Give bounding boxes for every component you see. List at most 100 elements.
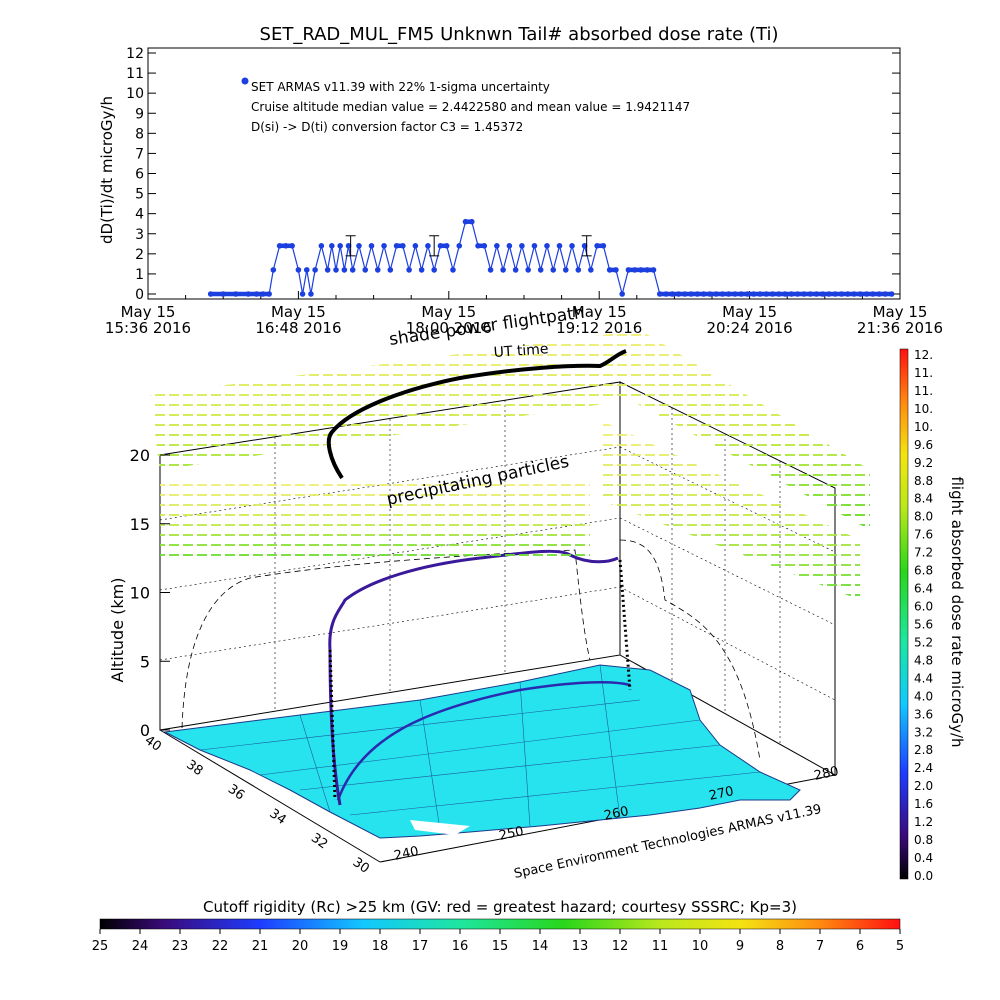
data-point [506,243,513,249]
data-point [519,243,525,249]
x-tick-label-date: May 15 [572,303,627,321]
data-point [550,267,557,273]
latitude-tick-label: 30 [350,855,372,877]
data-point [431,267,437,273]
rigidity-colorbar-tick-label: 22 [212,939,229,954]
latitude-tick-label: 34 [267,806,289,828]
dose-colorbar-tick-label: 6.8 [914,564,933,578]
data-point [575,267,582,273]
legend-label: SET ARMAS v11.39 with 22% 1-sigma uncert… [251,80,550,94]
altitude-tick-label: 5 [140,652,150,671]
x-tick-label-date: May 15 [121,303,176,321]
longitude-tick-label: 240 [393,844,420,864]
latitude-tick-label: 38 [183,757,205,779]
dose-colorbar-tick-label: 8.0 [914,510,933,524]
data-point [456,243,463,249]
dose-colorbar-tick-label: 9.6 [914,438,933,452]
dose-colorbar-tick-label: 8.8 [914,474,933,488]
x-tick-label-date: May 15 [271,303,326,321]
annotation-conversion: D(si) -> D(ti) conversion factor C3 = 1.… [251,120,523,134]
data-point [374,267,381,273]
dose-colorbar-tick-label: 0.8 [914,833,933,847]
data-point [412,243,419,249]
rigidity-colorbar-tick-label: 8 [776,939,784,954]
x-tick-label-date: May 15 [722,303,777,321]
altitude-tick-label: 15 [130,515,150,534]
longitude-axis: 240 250 260 270 280 [393,764,840,864]
data-point [329,243,335,249]
data-point [544,243,550,249]
rigidity-colorbar-tick-label: 17 [412,939,429,954]
overlay-ut-time: UT time [493,341,549,361]
data-point [337,243,343,249]
data-point [537,267,544,273]
rigidity-colorbar-tick-label: 6 [856,939,864,954]
dose-colorbar-tick-label: 2.8 [914,743,933,757]
rigidity-colorbar-tick-label: 23 [172,939,189,954]
y-tick-label: 0 [135,287,144,303]
altitude-tick-label: 20 [130,446,150,465]
dose-colorbar-tick-label: 8.4 [914,492,933,506]
dose-colorbar-tick-label: 2.0 [914,779,933,793]
dose-colorbar-tick-label: 5.6 [914,617,933,631]
data-point [588,267,594,273]
dose-colorbar-tick-label: 7.2 [914,546,933,560]
y-tick-label: 10 [126,86,144,102]
longitude-tick-label: 260 [603,804,630,824]
rigidity-colorbar-tick-label: 15 [492,939,509,954]
series-line [210,221,892,297]
rigidity-colorbar-tick-label: 21 [252,939,269,954]
data-point [500,267,506,273]
rigidity-colorbar-tick-label: 25 [92,939,109,954]
x-tick-label-time: 20:24 2016 [707,319,793,337]
data-point [425,243,431,249]
y-tick-label: 6 [135,167,144,183]
chart-title: SET_RAD_MUL_FM5 Unknwn Tail# absorbed do… [260,24,779,45]
altitude-axis: 0 5 10 15 20 [130,446,170,740]
shade-flightpath [326,349,627,480]
data-point [525,267,531,273]
dose-colorbar-label: flight absorbed dose rate microGy/h [948,476,966,747]
rigidity-colorbar-tick-label: 13 [572,939,589,954]
top-y-axis-label: dD(Ti)/dt microGy/h [98,96,116,244]
rigidity-colorbar-title: Cutoff rigidity (Rc) >25 km (GV: red = g… [203,898,797,916]
altitude-3d-scene: shade power flightpath UT time precipita… [108,303,870,882]
x-tick-label-date: May 15 [421,303,476,321]
dose-colorbar-tick-label: 3.2 [914,725,933,739]
dose-colorbar-tick-label: 0.4 [914,851,933,865]
projection-right-wall [619,539,761,761]
data-point [531,243,538,249]
data-point [368,243,375,249]
flightpath-vertical-drop [618,559,632,691]
dose-colorbar-tick-label: 9.2 [914,456,933,470]
data-point [299,291,306,297]
dose-colorbar-tick-label: 11. [914,384,933,398]
dose-colorbar-tick-label: 11. [914,366,933,380]
y-tick-label: 8 [135,126,144,142]
particle-layer [150,330,870,530]
data-point [362,267,369,273]
ground-track [336,681,631,801]
data-point [318,243,325,249]
dose-colorbar-ticks: 12. 11. 11. 10. 10. 9.6 9.2 8.8 8.4 8.0 7.6 7.2 6.8 6… [914,348,933,883]
x-tick-label-time: 19:12 2016 [556,319,642,337]
dose-colorbar-tick-label: 4.8 [914,653,933,667]
data-point [295,267,302,273]
dose-colorbar-tick-label: 6.4 [914,582,933,596]
y-tick-label: 3 [135,227,144,243]
rigidity-colorbar-tick-label: 10 [692,939,709,954]
dose-colorbar-tick-label: 10. [914,420,933,434]
ground-map [163,664,801,839]
data-point [619,291,625,297]
data-point [556,243,563,249]
rigidity-colorbar-tick-label: 7 [816,939,824,954]
dose-colorbar-tick-label: 1.2 [914,815,933,829]
dose-colorbar-tick-label: 4.0 [914,689,933,703]
data-point [303,267,310,273]
dose-colorbar-tick-label: 3.6 [914,707,933,721]
dose-colorbar: 12. 11. 11. 10. 10. 9.6 9.2 8.8 8.4 8.0 7.6 7.2 6.8 6… [899,348,966,883]
data-point [345,243,352,249]
data-point [494,243,500,249]
data-point [512,267,519,273]
